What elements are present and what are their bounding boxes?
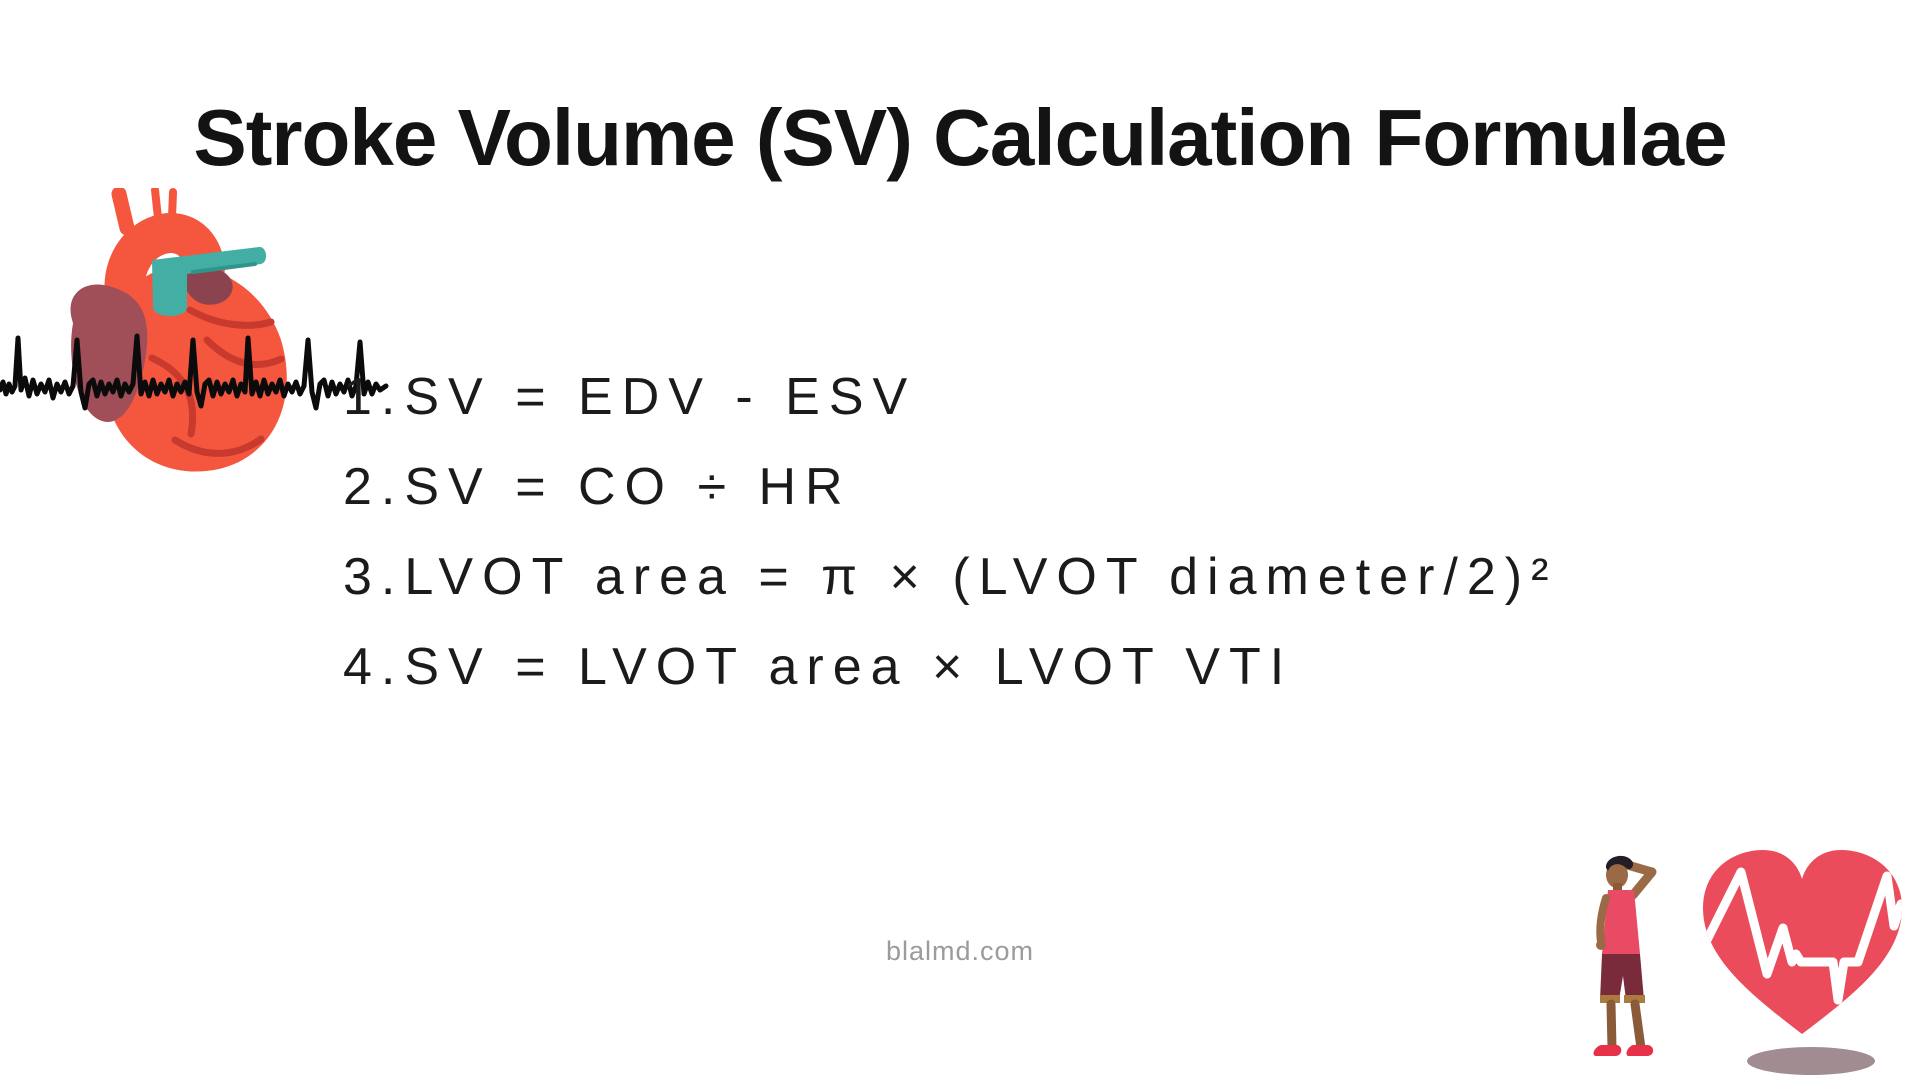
formula-number: 1. (343, 368, 405, 426)
man-neck (1613, 883, 1622, 891)
man-shoe (1626, 1045, 1654, 1056)
heart-with-pulse-icon (1703, 850, 1902, 1034)
man-left-hand (1596, 940, 1606, 950)
heart-auricle (182, 267, 233, 305)
formula-text: SV = CO ÷ HR (404, 458, 852, 516)
man-shoe (1593, 1045, 1622, 1056)
man-shorts (1600, 954, 1644, 1000)
heart-pulse-line (1703, 867, 1902, 1005)
formula-item: 2. SV = CO ÷ HR (343, 442, 1557, 532)
formula-text: LVOT area = π × (LVOT diameter/2)² (404, 548, 1558, 606)
page-title: Stroke Volume (SV) Calculation Formulae (193, 93, 1727, 182)
formula-text: SV = LVOT area × LVOT VTI (404, 638, 1294, 696)
heart-shadow (1747, 1047, 1875, 1075)
pulmonary-artery (152, 246, 267, 316)
formula-number: 4. (343, 638, 405, 696)
ekg-heartbeat-line-icon (0, 333, 389, 411)
formula-item: 1. SV = EDV - ESV (343, 352, 1557, 442)
man-shirt (1602, 890, 1640, 954)
aorta-branch (111, 188, 135, 236)
man-shorts-cuff (1624, 995, 1645, 1003)
man-leg (1630, 999, 1646, 1053)
man-shorts-cuff (1600, 995, 1620, 1003)
formula-number: 3. (343, 548, 405, 606)
man-hair (1605, 855, 1634, 871)
aorta-branch (168, 188, 177, 222)
formula-list: 1. SV = EDV - ESV 2. SV = CO ÷ HR 3. LVOT a… (343, 352, 1557, 712)
aorta-arch (104, 213, 225, 318)
man-face (1606, 862, 1628, 888)
man-leg (1606, 999, 1617, 1053)
formula-item: 3. LVOT area = π × (LVOT diameter/2)² (343, 532, 1557, 622)
formula-item: 4. SV = LVOT area × LVOT VTI (343, 622, 1557, 712)
watermark-text: blalmd.com (885, 936, 1035, 966)
heart-shape (1703, 850, 1902, 1034)
man-left-arm (1596, 894, 1610, 946)
confused-man-illustration (1593, 855, 1657, 1056)
aorta-branch (151, 188, 162, 222)
pulmonary-artery-shade (191, 262, 257, 274)
formula-number: 2. (343, 458, 405, 516)
man-raised-arm (1619, 859, 1657, 900)
formula-text: SV = EDV - ESV (404, 368, 917, 426)
